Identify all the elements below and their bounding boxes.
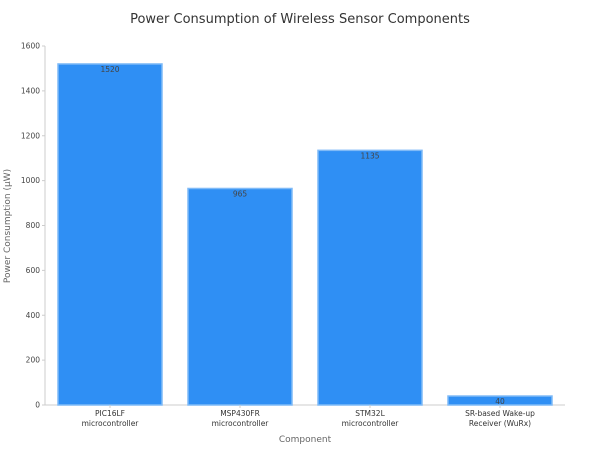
x-tick-label: PIC16LF bbox=[95, 409, 125, 418]
y-ticks: 0 200 400 600 800 1000 1200 1400 1600 bbox=[21, 42, 45, 410]
x-ticks: PIC16LFmicrocontrollerMSP430FRmicrocontr… bbox=[82, 405, 535, 428]
y-axis-title: Power Consumption (µW) bbox=[3, 169, 13, 283]
chart-title: Power Consumption of Wireless Sensor Com… bbox=[130, 12, 470, 27]
x-tick-label: SR-based Wake-up bbox=[465, 409, 535, 418]
bar bbox=[187, 187, 293, 406]
y-tick-label: 400 bbox=[26, 311, 41, 320]
data-label: 965 bbox=[233, 189, 248, 198]
x-tick-label: Receiver (WuRx) bbox=[469, 419, 531, 428]
y-tick-label: 1600 bbox=[21, 42, 40, 51]
x-tick-label: MSP430FR bbox=[220, 409, 260, 418]
y-tick-label: 1200 bbox=[21, 131, 40, 140]
data-label: 1135 bbox=[360, 151, 379, 160]
x-tick-label: microcontroller bbox=[82, 419, 140, 428]
x-tick-label: microcontroller bbox=[342, 419, 400, 428]
data-label: 40 bbox=[495, 397, 505, 406]
y-tick-label: 1400 bbox=[21, 86, 40, 95]
y-tick-label: 200 bbox=[26, 356, 41, 365]
y-tick-label: 600 bbox=[26, 266, 41, 275]
x-tick-label: microcontroller bbox=[212, 419, 270, 428]
y-tick-label: 0 bbox=[35, 401, 40, 410]
x-tick-label: STM32L bbox=[355, 409, 385, 418]
bars: 1520 965 1135 40 bbox=[57, 63, 553, 406]
bar bbox=[317, 149, 423, 406]
y-tick-label: 1000 bbox=[21, 176, 40, 185]
data-label: 1520 bbox=[100, 65, 119, 74]
x-axis-title: Component bbox=[279, 435, 332, 445]
y-tick-label: 800 bbox=[26, 221, 41, 230]
bar bbox=[57, 63, 163, 406]
